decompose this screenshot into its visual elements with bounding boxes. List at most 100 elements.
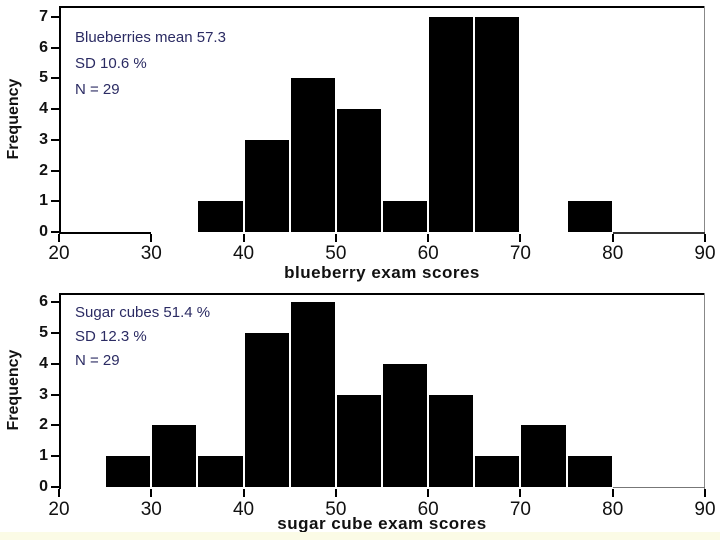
histogram-bar — [244, 332, 289, 487]
histogram-bar — [152, 425, 197, 487]
footer-strip — [0, 532, 720, 540]
x-tick — [150, 489, 153, 497]
plot-frame-right — [704, 6, 705, 234]
y-tick — [51, 46, 59, 49]
y-tick — [51, 16, 59, 19]
y-tick — [51, 301, 59, 304]
y-tick-label: 4 — [39, 100, 48, 118]
x-tick-label: 50 — [325, 243, 347, 264]
x-tick — [427, 489, 430, 497]
x-tick — [242, 489, 245, 497]
y-tick — [51, 331, 59, 334]
y-tick — [51, 169, 59, 172]
histogram-bar — [336, 109, 381, 232]
y-tick-label: 4 — [39, 354, 48, 372]
x-tick — [704, 489, 706, 497]
y-tick-label: 0 — [39, 478, 48, 495]
x-tick-label: 40 — [232, 243, 255, 264]
y-tick — [51, 138, 59, 141]
annotation-sd: SD 12.3 % — [75, 328, 147, 345]
x-tick-label: 30 — [140, 499, 162, 520]
annotation-mean: Blueberries mean 57.3 — [75, 29, 226, 46]
histogram-bar — [106, 456, 151, 487]
annotation-mean: Sugar cubes 51.4 % — [75, 304, 211, 321]
histogram-bar — [429, 394, 474, 487]
y-tick — [51, 362, 59, 365]
histogram-bar — [198, 201, 243, 232]
y-tick-label: 2 — [39, 416, 48, 434]
histogram-bar — [244, 139, 289, 232]
x-tick — [427, 234, 430, 242]
x-tick — [519, 489, 522, 497]
histogram-bar — [475, 17, 520, 232]
annotation-n: N = 29 — [75, 352, 120, 369]
x-tick — [242, 234, 245, 242]
x-tick — [519, 234, 522, 242]
x-axis-segment — [612, 232, 705, 234]
y-tick — [51, 108, 59, 111]
x-axis-label-sugar-cube: sugar cube exam scores — [277, 514, 487, 533]
x-axis-segment — [612, 487, 705, 488]
y-tick — [51, 231, 59, 233]
y-tick-label: 6 — [39, 38, 48, 56]
y-tick — [51, 486, 59, 488]
histogram-bar — [521, 425, 566, 487]
plot-frame-top — [59, 6, 705, 8]
plot-frame-right — [704, 293, 705, 489]
y-tick — [51, 77, 59, 80]
histogram-bar — [383, 363, 428, 487]
histogram-bar — [567, 456, 612, 487]
histogram-bar — [475, 456, 520, 487]
y-axis-line — [59, 293, 61, 489]
annotation-n: N = 29 — [75, 81, 120, 98]
y-tick — [51, 393, 59, 396]
y-tick-label: 7 — [39, 8, 48, 26]
x-tick — [334, 234, 337, 242]
y-tick-label: 5 — [39, 323, 48, 341]
x-tick — [58, 234, 60, 242]
x-tick-label: 50 — [325, 499, 347, 520]
x-axis-label-blueberry: blueberry exam scores — [284, 263, 480, 282]
x-tick-label: 80 — [602, 499, 624, 520]
x-tick-label: 80 — [602, 243, 624, 264]
y-tick-label: 6 — [39, 293, 48, 311]
x-tick — [58, 489, 60, 497]
y-tick — [51, 424, 59, 427]
histogram-bar — [336, 394, 381, 487]
y-tick-label: 0 — [39, 223, 48, 240]
x-tick — [611, 489, 614, 497]
x-tick-label: 20 — [48, 243, 70, 264]
x-tick-label: 60 — [417, 243, 439, 264]
histogram-bar — [383, 201, 428, 232]
histogram-bar — [567, 201, 612, 232]
y-tick — [51, 200, 59, 203]
y-tick-label: 1 — [39, 447, 48, 465]
histogram-bar — [429, 17, 474, 232]
x-tick — [611, 234, 614, 242]
x-tick — [150, 234, 153, 242]
y-tick-label: 3 — [39, 130, 48, 148]
y-axis-line — [59, 6, 61, 234]
x-tick — [704, 234, 706, 242]
x-tick-label: 70 — [509, 499, 531, 520]
annotation-sd: SD 10.6 % — [75, 55, 147, 72]
sugar-cube-stats-annotation: Sugar cubes 51.4 % SD 12.3 % N = 29 — [75, 304, 210, 376]
histogram-bar — [198, 456, 243, 487]
x-tick-label: 60 — [417, 499, 439, 520]
x-tick-label: 90 — [694, 243, 716, 264]
x-axis-segment — [59, 232, 152, 234]
x-tick-label: 70 — [509, 243, 531, 264]
plot-frame-top — [59, 293, 705, 295]
y-tick-label: 5 — [39, 69, 48, 87]
x-tick-label: 90 — [694, 499, 716, 520]
y-tick-label: 3 — [39, 385, 48, 403]
x-tick-label: 20 — [48, 499, 70, 520]
y-tick — [51, 455, 59, 458]
histogram-bar — [290, 302, 335, 487]
y-tick-label: 2 — [39, 161, 48, 179]
blueberry-stats-annotation: Blueberries mean 57.3 SD 10.6 % N = 29 — [75, 29, 226, 107]
histogram-bar — [290, 78, 335, 232]
x-tick-label: 40 — [232, 499, 255, 520]
x-tick-label: 30 — [140, 243, 162, 264]
x-tick — [334, 489, 337, 497]
